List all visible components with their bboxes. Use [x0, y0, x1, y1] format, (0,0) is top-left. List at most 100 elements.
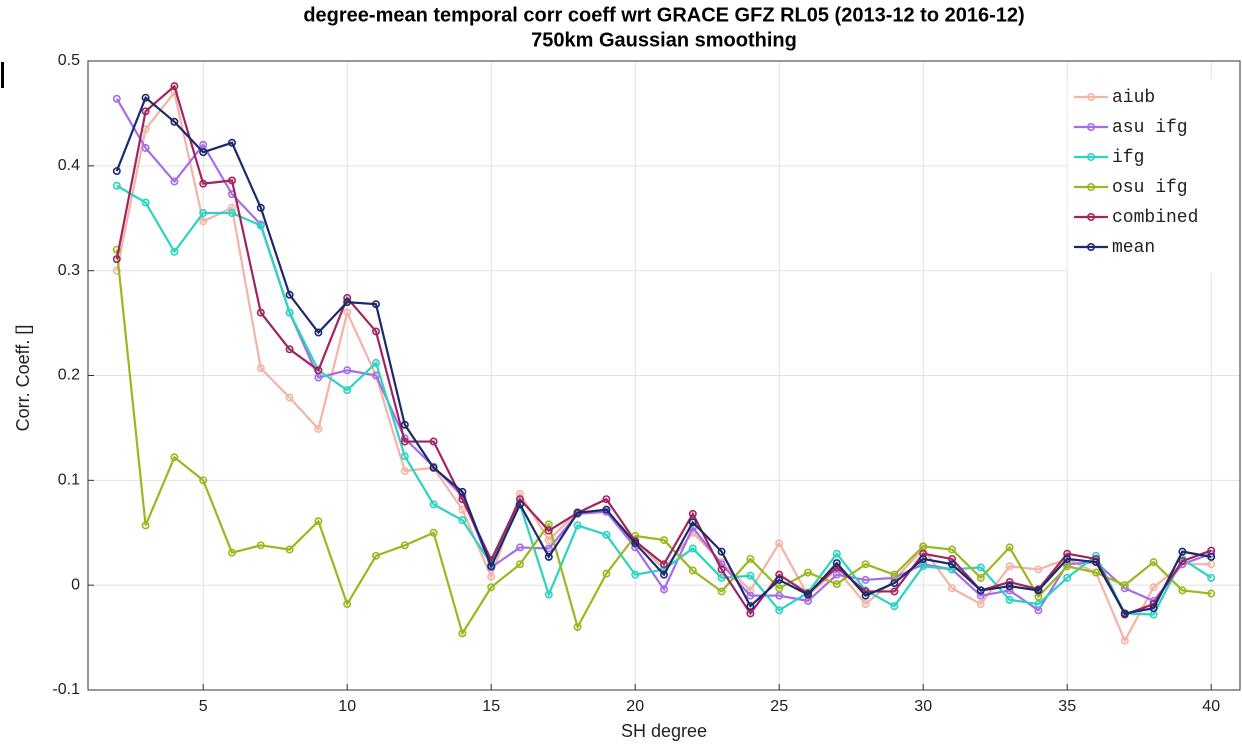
legend-label: mean: [1112, 238, 1155, 258]
x-tick-label: 40: [1202, 698, 1220, 715]
data-point: [199, 148, 208, 157]
data-point: [429, 437, 438, 446]
legend-marker: [1087, 243, 1096, 252]
data-point: [947, 584, 956, 593]
data-point: [573, 623, 582, 632]
data-point: [832, 559, 841, 568]
data-point: [400, 541, 409, 550]
y-tick-label: 0.3: [58, 262, 80, 279]
data-point: [343, 386, 352, 395]
data-point: [688, 544, 697, 553]
legend-label: asu ifg: [1112, 118, 1188, 138]
data-point: [573, 521, 582, 530]
data-point: [1178, 557, 1187, 566]
data-point: [285, 545, 294, 554]
data-point: [1092, 568, 1101, 577]
data-point: [1034, 565, 1043, 574]
y-axis-label: Corr. Coeff. []: [13, 325, 33, 432]
data-point: [544, 526, 553, 535]
legend-label: osu ifg: [1112, 178, 1188, 198]
data-point: [256, 203, 265, 212]
data-point: [688, 518, 697, 527]
data-point: [170, 82, 179, 91]
data-point: [717, 573, 726, 582]
data-point: [1005, 595, 1014, 604]
data-point: [400, 437, 409, 446]
data-point: [1063, 554, 1072, 563]
data-point: [1120, 581, 1129, 590]
data-point: [400, 452, 409, 461]
data-point: [314, 366, 323, 375]
data-point: [803, 568, 812, 577]
data-point: [1063, 562, 1072, 571]
data-point: [890, 579, 899, 588]
chart-subtitle: 750km Gaussian smoothing: [531, 29, 797, 51]
data-point: [1092, 558, 1101, 567]
data-point: [429, 463, 438, 472]
data-point: [458, 505, 467, 514]
data-point: [170, 177, 179, 186]
legend-marker: [1087, 153, 1096, 162]
data-point: [890, 587, 899, 596]
data-point: [746, 571, 755, 580]
y-tick-label: 0.5: [58, 52, 80, 69]
data-point: [544, 552, 553, 561]
data-point: [775, 584, 784, 593]
data-point: [688, 509, 697, 518]
data-point: [976, 586, 985, 595]
data-point: [861, 591, 870, 600]
data-point: [487, 583, 496, 592]
data-point: [947, 554, 956, 563]
data-point: [371, 358, 380, 367]
data-point: [602, 569, 611, 578]
data-point: [228, 209, 237, 218]
data-point: [285, 290, 294, 299]
data-point: [141, 198, 150, 207]
data-point: [947, 565, 956, 574]
data-point: [976, 573, 985, 582]
data-point: [919, 542, 928, 551]
data-point: [343, 308, 352, 317]
x-tick-label: 10: [338, 698, 356, 715]
data-point: [371, 327, 380, 336]
series-line: [115, 95, 1212, 615]
x-tick-label: 5: [199, 698, 208, 715]
data-point: [515, 489, 524, 498]
data-point: [228, 138, 237, 147]
data-point: [659, 585, 668, 594]
data-point: [746, 591, 755, 600]
data-point: [343, 298, 352, 307]
data-point: [170, 247, 179, 256]
data-point: [631, 570, 640, 579]
legend-marker: [1087, 123, 1096, 132]
data-point: [228, 176, 237, 185]
data-point: [228, 203, 237, 212]
data-point: [1207, 549, 1216, 558]
data-point: [285, 345, 294, 354]
legend-marker: [1087, 183, 1096, 192]
data-point: [1149, 558, 1158, 567]
data-point: [1120, 609, 1129, 618]
data-point: [141, 93, 150, 102]
legend-label: combined: [1112, 208, 1198, 228]
data-point: [112, 181, 121, 190]
data-point: [890, 602, 899, 611]
legend-label: ifg: [1112, 148, 1144, 168]
data-point: [1034, 600, 1043, 609]
data-point: [746, 586, 755, 595]
x-tick-label: 20: [626, 698, 644, 715]
data-point: [170, 117, 179, 126]
data-point: [429, 528, 438, 537]
data-point: [515, 560, 524, 569]
data-point: [112, 94, 121, 103]
data-point: [890, 570, 899, 579]
data-point: [199, 179, 208, 188]
data-point: [746, 602, 755, 611]
data-point: [659, 536, 668, 545]
data-point: [803, 590, 812, 599]
data-point: [1207, 573, 1216, 582]
data-point: [631, 539, 640, 548]
data-point: [775, 606, 784, 615]
data-point: [429, 500, 438, 509]
